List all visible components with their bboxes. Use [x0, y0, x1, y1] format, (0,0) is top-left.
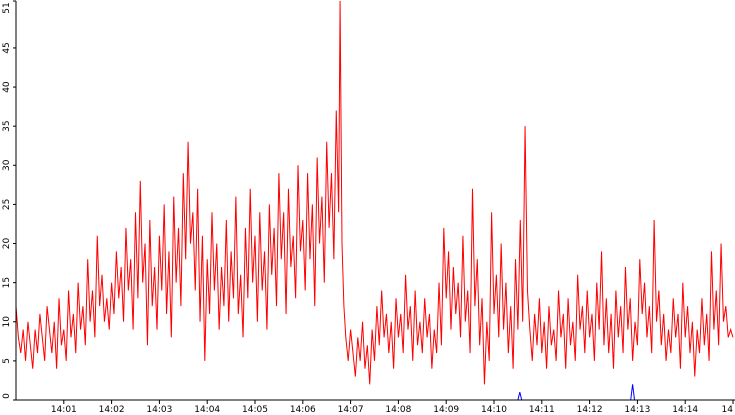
- x-tick-label: 14:14: [672, 405, 698, 415]
- x-tick-label: 14: [722, 405, 734, 415]
- x-tick-label: 14:12: [577, 405, 603, 415]
- x-tick-label: 14:10: [481, 405, 507, 415]
- y-tick-label: 35: [2, 120, 12, 131]
- y-tick-label: 51: [2, 2, 12, 13]
- y-tick-label: 25: [2, 199, 12, 210]
- x-tick-label: 14:05: [242, 405, 268, 415]
- y-tick-layer: 0 5 10 15 20 25 30 35 40 45 51: [2, 0, 16, 401]
- y-tick-label: 5: [2, 358, 12, 364]
- x-tick-label: 14:07: [338, 405, 364, 415]
- x-tick-label: 14:11: [529, 405, 555, 415]
- y-tick-label: 0: [2, 393, 12, 399]
- x-tick-label: 14:04: [194, 405, 220, 415]
- x-tick-label: 14:01: [51, 405, 77, 415]
- y-tick-label: 45: [2, 42, 12, 53]
- x-tick-layer: 14:01 14:02 14:03 14:04 14:05 14:06 14:07 14:08…: [51, 400, 734, 415]
- axes-layer: [15, 1, 735, 401]
- series-line-0: [15, 0, 734, 385]
- x-tick-label: 14:08: [385, 405, 411, 415]
- y-tick-label: 20: [2, 238, 12, 250]
- y-tick-label: 40: [2, 81, 12, 93]
- y-tick-label: 10: [2, 316, 12, 328]
- x-tick-label: 14:09: [433, 405, 459, 415]
- y-tick-label: 30: [2, 159, 12, 171]
- x-tick-label: 14:02: [99, 405, 125, 415]
- x-tick-label: 14:06: [290, 405, 316, 415]
- x-tick-label: 14:03: [146, 405, 172, 415]
- y-tick-label: 15: [2, 277, 12, 288]
- x-tick-label: 14:13: [624, 405, 650, 415]
